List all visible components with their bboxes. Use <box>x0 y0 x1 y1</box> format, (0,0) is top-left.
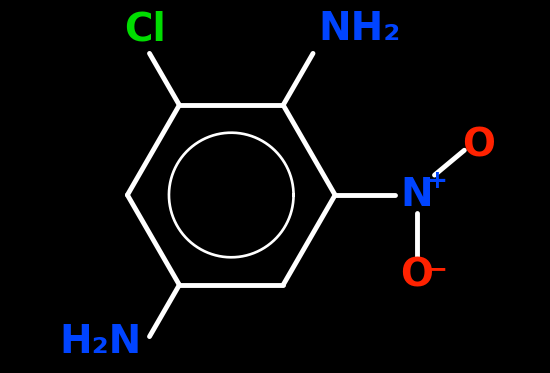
Text: O: O <box>462 126 495 164</box>
Text: O: O <box>400 257 433 295</box>
Text: +: + <box>426 169 447 193</box>
Text: NH₂: NH₂ <box>318 10 400 48</box>
Text: Cl: Cl <box>124 10 166 48</box>
Text: −: − <box>426 258 447 282</box>
Text: N: N <box>400 176 433 214</box>
Text: H₂N: H₂N <box>59 323 141 361</box>
